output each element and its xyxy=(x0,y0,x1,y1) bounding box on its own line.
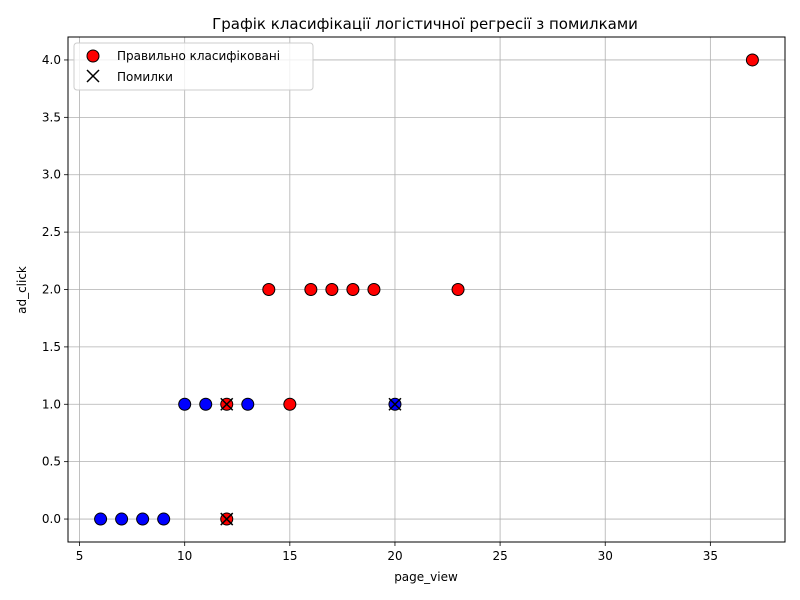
error-marker xyxy=(388,397,402,411)
data-point xyxy=(283,397,297,411)
data-point xyxy=(136,512,150,526)
data-point xyxy=(346,283,360,296)
y-tick-label: 1.5 xyxy=(42,340,61,354)
data-point xyxy=(262,283,276,296)
x-tick-label: 15 xyxy=(282,549,297,563)
x-tick-label: 5 xyxy=(76,549,84,563)
plot-frame xyxy=(67,36,786,543)
data-point xyxy=(325,283,339,296)
data-point xyxy=(157,512,171,526)
data-point xyxy=(745,53,759,67)
y-tick-label: 3.5 xyxy=(42,110,61,124)
x-tick-label: 10 xyxy=(177,549,192,563)
data-point xyxy=(178,397,192,411)
error-marker xyxy=(220,512,234,526)
x-tick-label: 20 xyxy=(387,549,402,563)
y-tick-label: 2.0 xyxy=(42,283,61,297)
data-point xyxy=(241,397,255,411)
y-tick-label: 1.0 xyxy=(42,397,61,411)
legend-label-correct: Правильно класифіковані xyxy=(117,49,280,63)
grid xyxy=(68,37,785,542)
data-points xyxy=(94,53,759,526)
y-axis-label: ad_click xyxy=(15,266,29,314)
y-tick-label: 2.5 xyxy=(42,225,61,239)
data-point xyxy=(367,283,381,296)
axis-ticks: 5 10 15 20 25 30 35 0.0 0.5 1.0 1.5 2.0 2.5 3.0 3.5 4.0 xyxy=(42,53,718,563)
y-tick-label: 4.0 xyxy=(42,53,61,67)
y-tick-label: 0.5 xyxy=(42,455,61,469)
legend-label-errors: Помилки xyxy=(117,70,173,84)
x-axis-label: page_view xyxy=(394,570,458,584)
data-point xyxy=(304,283,318,296)
x-tick-label: 25 xyxy=(492,549,507,563)
y-tick-label: 0.0 xyxy=(42,512,61,526)
legend-marker-errors xyxy=(86,69,100,83)
data-point xyxy=(199,397,213,411)
data-point xyxy=(94,512,108,526)
data-point xyxy=(451,283,465,296)
data-point xyxy=(115,512,129,526)
y-tick-label: 3.0 xyxy=(42,168,61,182)
legend: Правильно класифіковані Помилки xyxy=(73,42,314,91)
x-tick-label: 30 xyxy=(598,549,613,563)
error-marker xyxy=(220,397,234,411)
legend-marker-correct xyxy=(86,49,100,63)
legend-box xyxy=(73,42,314,91)
x-tick-label: 35 xyxy=(703,549,718,563)
chart-title: Графік класифікації логістичної регресії… xyxy=(212,15,638,33)
